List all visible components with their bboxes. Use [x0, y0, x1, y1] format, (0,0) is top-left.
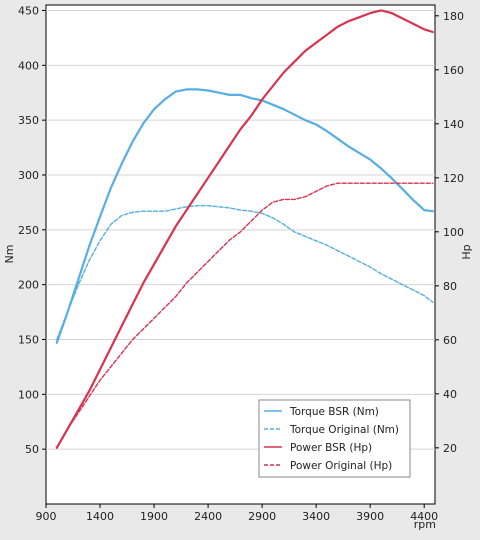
y-right-tick-label: 60: [443, 334, 457, 347]
legend: Torque BSR (Nm) Torque Original (Nm) Power…: [258, 399, 411, 478]
y-right-tick-label: 80: [443, 280, 457, 293]
legend-label: Torque BSR (Nm): [289, 406, 379, 418]
series-line: [55, 88, 434, 344]
y-right-axis-title: Hp: [460, 244, 473, 259]
legend-box: [258, 399, 411, 478]
x-tick-label: 1900: [140, 510, 168, 523]
x-tick-label: 3400: [302, 510, 330, 523]
y-left-tick-label: 450: [18, 4, 39, 17]
series-lines: [55, 9, 434, 449]
x-tick-label: 3900: [356, 510, 384, 523]
x-tick-label: 2400: [194, 510, 222, 523]
y-right-tick-label: 120: [443, 172, 464, 185]
series-line: [56, 204, 434, 341]
x-tick-label: 4400: [410, 510, 438, 523]
y-right-tick-label: 180: [443, 10, 464, 23]
y-left-tick-label: 150: [18, 333, 39, 346]
legend-label: Torque Original (Nm): [289, 424, 399, 436]
y-left-tick-label: 350: [18, 114, 39, 127]
legend-label: Power Original (Hp): [290, 460, 392, 472]
series-line: [55, 9, 434, 449]
y-right-tick-label: 160: [443, 64, 464, 77]
y-right-tick-label: 100: [443, 226, 464, 239]
gridlines: [46, 9, 435, 450]
x-axis-title: rpm: [414, 518, 436, 531]
y-left-tick-label: 400: [18, 59, 39, 72]
y-right-tick-label: 20: [443, 442, 457, 455]
axis-ticks: 50 100 150 200 250 300 350 400 450 20 40 60 80 100 120…: [18, 4, 464, 523]
x-tick-label: 1400: [86, 510, 114, 523]
y-right-tick-label: 140: [443, 118, 464, 131]
y-left-tick-label: 50: [25, 443, 39, 456]
y-left-tick-label: 250: [18, 224, 39, 237]
y-left-tick-label: 300: [18, 169, 39, 182]
y-left-axis-title: Nm: [3, 245, 16, 264]
y-left-tick-label: 200: [18, 279, 39, 292]
y-left-tick-label: 100: [18, 388, 39, 401]
legend-label: Power BSR (Hp): [290, 442, 372, 454]
x-tick-label: 2900: [248, 510, 276, 523]
series-line: [56, 182, 434, 449]
x-tick-label: 900: [36, 510, 57, 523]
y-right-tick-label: 40: [443, 388, 457, 401]
